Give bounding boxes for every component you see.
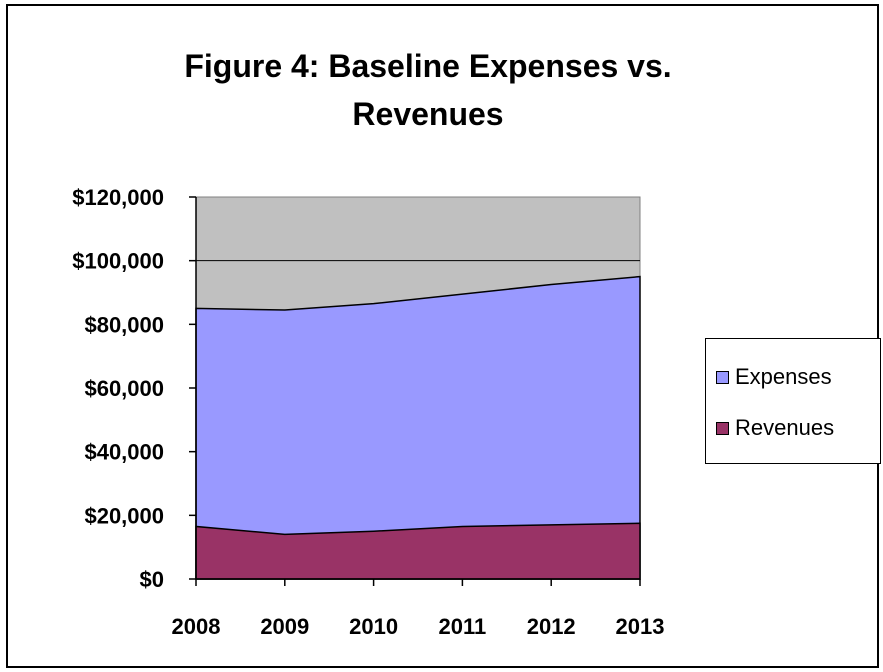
y-tick-label-1: $20,000 <box>84 503 164 528</box>
x-tick-label-2012: 2012 <box>527 614 576 639</box>
y-tick-label-5: $100,000 <box>72 249 164 274</box>
y-tick-label-2: $40,000 <box>84 440 164 465</box>
legend-label-revenues: Revenues <box>735 415 835 440</box>
legend-item-expenses: Expenses <box>716 362 832 392</box>
x-tick-label-2008: 2008 <box>172 614 221 639</box>
series-area-revenues <box>195 522 641 580</box>
series-area-expenses <box>195 275 641 580</box>
legend-swatch-revenues <box>716 421 729 435</box>
x-tick-label-2010: 2010 <box>349 614 398 639</box>
legend-swatch-expenses <box>716 370 729 384</box>
legend-item-revenues: Revenues <box>716 413 834 443</box>
y-tick-label-0: $0 <box>140 567 164 592</box>
chart-title: Figure 4: Baseline Expenses vs. Revenues <box>184 48 672 132</box>
y-tick-label-6: $120,000 <box>72 185 164 210</box>
y-tick-label-3: $60,000 <box>84 376 164 401</box>
y-tick-label-4: $80,000 <box>84 312 164 337</box>
chart-legend: Expenses Revenues <box>705 338 881 464</box>
x-tick-label-2011: 2011 <box>439 614 487 639</box>
x-tick-label-2013: 2013 <box>616 614 665 639</box>
legend-label-expenses: Expenses <box>735 364 832 389</box>
x-tick-label-2009: 2009 <box>260 614 309 639</box>
